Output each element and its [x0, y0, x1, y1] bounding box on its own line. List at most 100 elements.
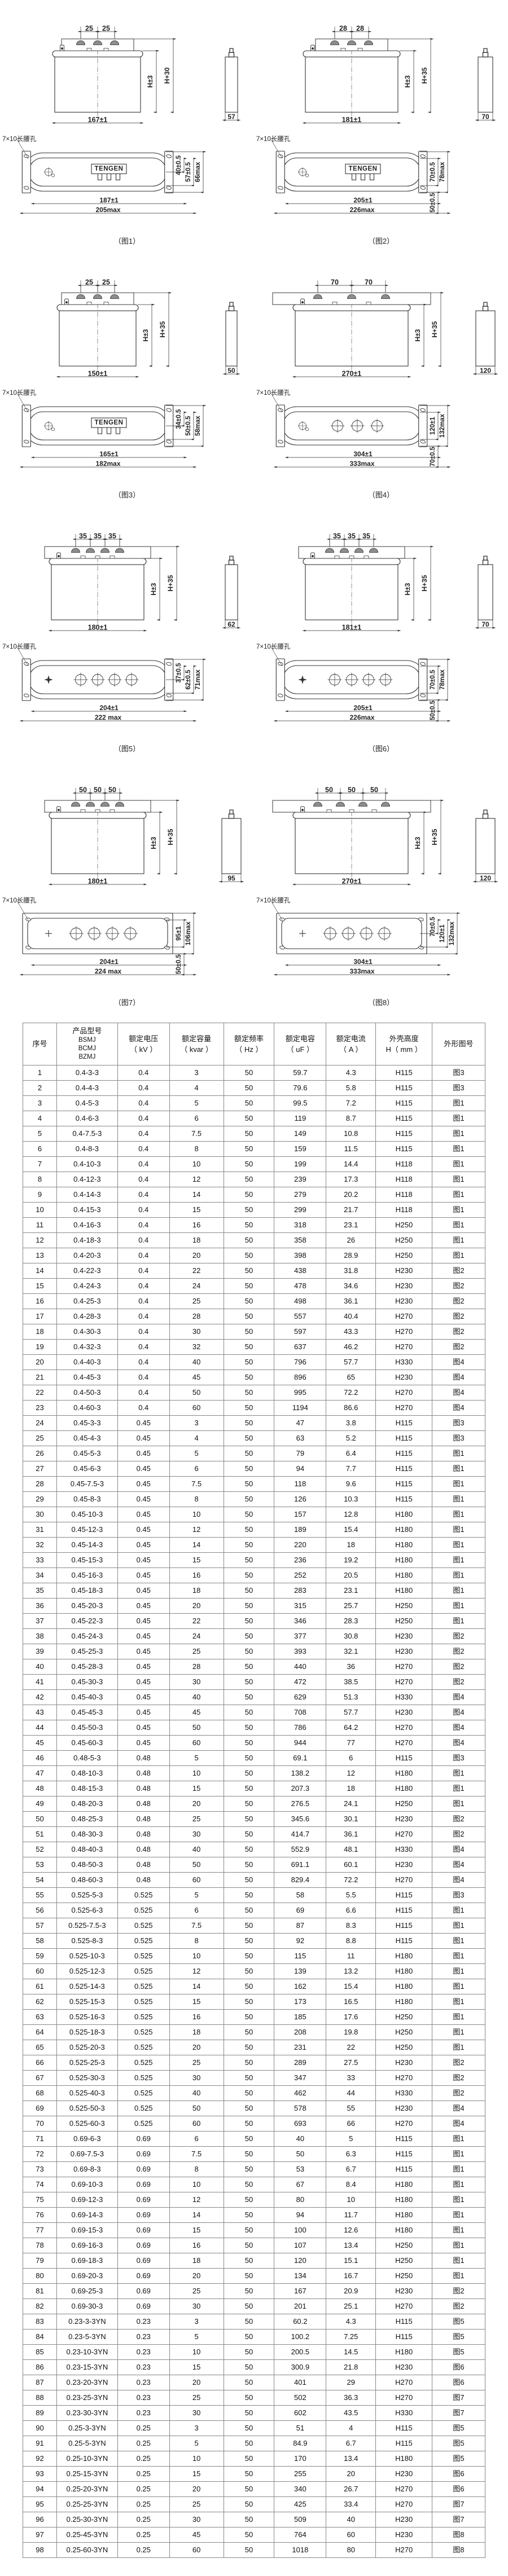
svg-text:（图7）: （图7）: [114, 998, 140, 1007]
svg-text:7×10长腰孔: 7×10长腰孔: [2, 643, 37, 650]
svg-text:50: 50: [108, 786, 116, 794]
svg-text:TENGEN: TENGEN: [349, 166, 378, 173]
svg-text:50: 50: [227, 367, 235, 375]
svg-text:182max: 182max: [95, 460, 120, 468]
svg-text:H+35: H+35: [167, 829, 174, 845]
svg-text:205±1: 205±1: [353, 704, 373, 712]
svg-text:50: 50: [94, 786, 102, 794]
svg-text:120±1: 120±1: [430, 416, 436, 434]
svg-text:H+35: H+35: [159, 321, 167, 337]
svg-text:78max: 78max: [439, 669, 446, 689]
svg-text:150±1: 150±1: [88, 369, 108, 377]
svg-text:304±1: 304±1: [353, 958, 373, 966]
svg-text:71max: 71max: [195, 669, 202, 689]
svg-text:270±1: 270±1: [342, 877, 362, 885]
svg-text:205max: 205max: [95, 206, 120, 214]
svg-text:187±1: 187±1: [99, 196, 119, 204]
svg-text:304±1: 304±1: [353, 450, 373, 458]
svg-text:333max: 333max: [349, 460, 374, 468]
svg-text:H+35: H+35: [167, 575, 174, 591]
svg-text:35: 35: [362, 532, 370, 540]
svg-text:（图3）: （图3）: [114, 491, 140, 499]
svg-text:165±1: 165±1: [99, 450, 119, 458]
svg-text:181±1: 181±1: [342, 623, 362, 631]
svg-text:50±0.5: 50±0.5: [176, 954, 182, 974]
svg-text:222 max: 222 max: [95, 714, 122, 721]
svg-text:H±3: H±3: [146, 75, 154, 87]
svg-text:78max: 78max: [439, 161, 446, 182]
svg-text:（图2）: （图2）: [368, 237, 394, 245]
svg-text:70: 70: [481, 113, 489, 121]
svg-text:7×10长腰孔: 7×10长腰孔: [256, 643, 291, 650]
svg-text:35: 35: [79, 532, 87, 540]
svg-text:167±1: 167±1: [88, 116, 108, 124]
svg-text:50±0.5: 50±0.5: [185, 416, 192, 436]
svg-text:35: 35: [94, 532, 102, 540]
svg-text:106max: 106max: [185, 921, 192, 945]
svg-text:120: 120: [480, 367, 491, 375]
svg-text:70±0.5: 70±0.5: [430, 446, 436, 466]
svg-text:58max: 58max: [195, 415, 202, 435]
svg-text:H±3: H±3: [142, 329, 150, 341]
svg-text:95: 95: [227, 874, 235, 882]
svg-text:226max: 226max: [349, 714, 374, 721]
svg-text:（图6）: （图6）: [368, 745, 394, 753]
svg-text:132max: 132max: [439, 413, 446, 438]
svg-text:204±1: 204±1: [99, 958, 119, 966]
svg-text:H±3: H±3: [414, 836, 422, 849]
svg-text:224 max: 224 max: [95, 967, 122, 975]
svg-text:270±1: 270±1: [342, 369, 362, 377]
svg-text:120: 120: [480, 874, 491, 882]
svg-text:H±3: H±3: [404, 75, 411, 87]
svg-text:205±1: 205±1: [353, 196, 373, 204]
svg-text:333max: 333max: [349, 967, 374, 975]
svg-text:180±1: 180±1: [88, 623, 108, 631]
svg-text:7×10长腰孔: 7×10长腰孔: [2, 389, 37, 397]
svg-text:35: 35: [333, 532, 341, 540]
svg-text:50±0.5: 50±0.5: [430, 192, 436, 213]
svg-text:50: 50: [348, 786, 356, 794]
svg-text:70±0.5: 70±0.5: [430, 670, 436, 690]
svg-text:25: 25: [85, 24, 93, 32]
svg-text:25: 25: [102, 24, 110, 32]
svg-text:7×10长腰孔: 7×10长腰孔: [256, 135, 291, 143]
svg-text:35: 35: [348, 532, 356, 540]
svg-text:H±3: H±3: [150, 836, 157, 849]
svg-text:95±1: 95±1: [176, 926, 182, 941]
svg-text:H±3: H±3: [414, 329, 422, 341]
svg-text:66max: 66max: [195, 161, 202, 182]
svg-text:7×10长腰孔: 7×10长腰孔: [2, 897, 37, 904]
svg-text:70: 70: [331, 278, 339, 286]
svg-text:132max: 132max: [449, 921, 456, 945]
svg-text:7×10长腰孔: 7×10长腰孔: [2, 135, 37, 143]
svg-text:62±0.5: 62±0.5: [185, 670, 192, 690]
svg-text:（图4）: （图4）: [368, 491, 394, 499]
svg-text:57: 57: [227, 113, 235, 121]
svg-text:7×10长腰孔: 7×10长腰孔: [256, 897, 291, 904]
svg-text:28: 28: [356, 24, 364, 32]
svg-text:H+30: H+30: [163, 67, 171, 83]
svg-text:H+35: H+35: [421, 67, 428, 83]
svg-text:7×10长腰孔: 7×10长腰孔: [256, 389, 291, 397]
svg-text:70: 70: [365, 278, 373, 286]
svg-text:H+35: H+35: [421, 575, 428, 591]
svg-text:50: 50: [370, 786, 378, 794]
svg-text:（图5）: （图5）: [114, 745, 140, 753]
svg-text:180±1: 180±1: [88, 877, 108, 885]
svg-text:62: 62: [227, 620, 235, 628]
svg-text:70±0.5: 70±0.5: [430, 162, 436, 182]
svg-text:（图1）: （图1）: [114, 237, 140, 245]
svg-text:TENGEN: TENGEN: [95, 166, 124, 173]
svg-text:25: 25: [85, 278, 93, 286]
svg-text:H±3: H±3: [404, 583, 411, 595]
svg-text:70: 70: [481, 620, 489, 628]
svg-text:50: 50: [79, 786, 87, 794]
svg-text:25: 25: [102, 278, 110, 286]
svg-text:H+35: H+35: [431, 321, 439, 337]
svg-text:H±3: H±3: [150, 583, 157, 595]
svg-text:H+35: H+35: [431, 829, 439, 845]
svg-text:50: 50: [325, 786, 333, 794]
svg-text:（图8）: （图8）: [368, 998, 394, 1007]
svg-text:TENGEN: TENGEN: [95, 420, 124, 426]
svg-text:204±1: 204±1: [99, 704, 119, 712]
